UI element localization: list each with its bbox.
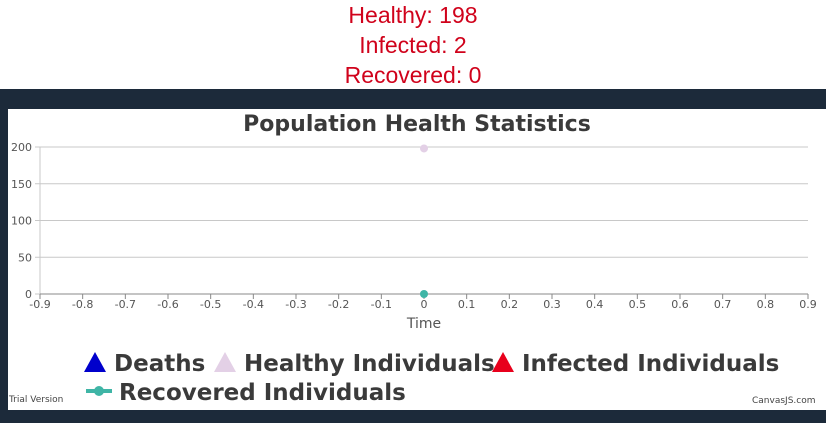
x-tick-label: 0 <box>421 298 428 311</box>
legend-marker-healthy-individuals <box>214 352 236 372</box>
x-tick-label: 0.2 <box>501 298 519 311</box>
chart-title: Population Health Statistics <box>243 112 591 137</box>
x-tick-label: 0.8 <box>757 298 775 311</box>
x-tick-label: -0.7 <box>115 298 136 311</box>
recovered-count: Recovered: 0 <box>344 62 482 88</box>
trial-version-label: Trial Version <box>9 395 64 405</box>
y-tick-label: 100 <box>11 215 32 228</box>
x-axis-title: Time <box>406 316 441 332</box>
legend-label-infected-individuals: Infected Individuals <box>522 351 779 377</box>
legend-label-deaths: Deaths <box>114 351 205 377</box>
data-point-recovered <box>420 290 428 298</box>
x-tick-label: 0.4 <box>586 298 604 311</box>
healthy-count: Healthy: 198 <box>348 2 478 28</box>
population-stats: Healthy: 198 Infected: 2 Recovered: 0 <box>0 0 826 90</box>
y-tick-label: 0 <box>25 288 32 301</box>
x-tick-label: -0.5 <box>200 298 221 311</box>
legend-marker-dot-recovered <box>94 386 104 396</box>
x-tick-label: -0.6 <box>157 298 178 311</box>
x-tick-label: -0.3 <box>285 298 306 311</box>
x-tick-label: 0.1 <box>458 298 476 311</box>
legend-marker-infected-individuals <box>492 352 514 372</box>
x-tick-label: 0.3 <box>543 298 561 311</box>
x-tick-label: 0.5 <box>629 298 647 311</box>
infected-count: Infected: 2 <box>359 32 467 58</box>
legend-label-healthy-individuals: Healthy Individuals <box>244 351 495 377</box>
canvasjs-credit-link[interactable]: CanvasJS.com <box>752 396 816 406</box>
data-point-healthy <box>420 144 428 153</box>
legend-marker-deaths <box>84 352 106 372</box>
y-tick-label: 50 <box>18 251 32 264</box>
x-tick-label: 0.6 <box>671 298 689 311</box>
x-tick-label: -0.4 <box>243 298 264 311</box>
x-tick-label: -0.1 <box>371 298 392 311</box>
x-tick-label: -0.8 <box>72 298 93 311</box>
y-tick-label: 150 <box>11 178 32 191</box>
legend-label-recovered-individuals: Recovered Individuals <box>119 380 406 406</box>
x-tick-label: 0.7 <box>714 298 732 311</box>
x-tick-label: 0.9 <box>799 298 817 311</box>
chart-canvas <box>8 109 826 410</box>
x-tick-label: -0.9 <box>29 298 50 311</box>
x-tick-label: -0.2 <box>328 298 349 311</box>
y-tick-label: 200 <box>11 141 32 154</box>
